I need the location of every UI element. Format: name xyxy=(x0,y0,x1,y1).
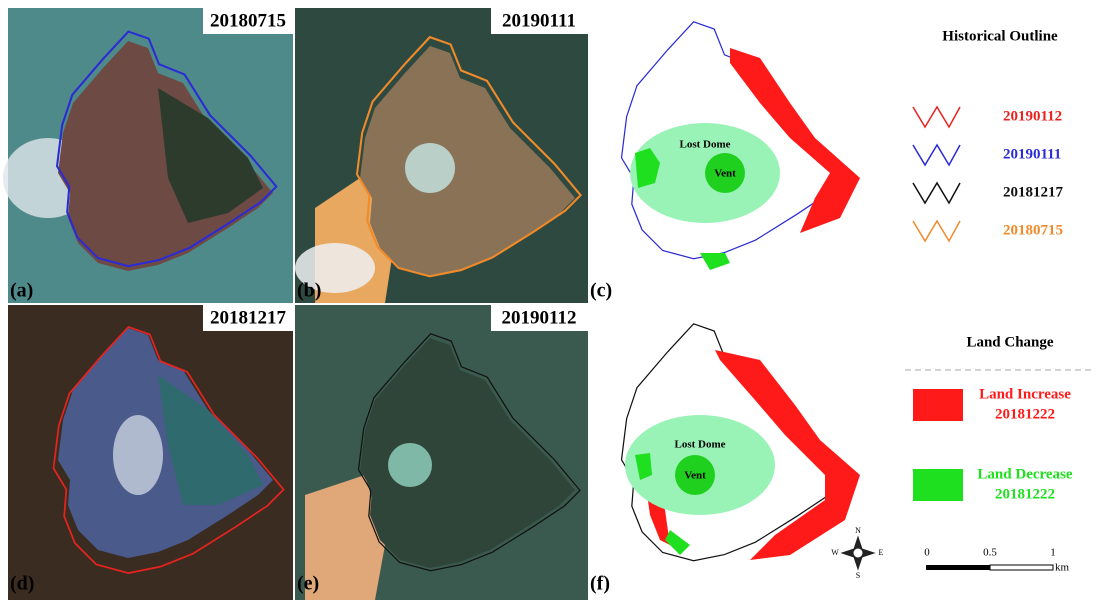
scale-tick: 0 xyxy=(924,547,930,559)
legend-label: 20190111 xyxy=(1003,146,1061,162)
panel-date: 20190112 xyxy=(502,307,577,328)
legend-label: 20180715 xyxy=(1003,222,1063,238)
compass-e: E xyxy=(879,548,884,557)
change-legend: Land Increase 20181222 Land Decrease 201812… xyxy=(913,386,1073,502)
legend-title: Historical Outline xyxy=(942,28,1058,44)
legend-title: Land Change xyxy=(966,334,1053,350)
legend-date: 20181222 xyxy=(995,486,1055,502)
panel-date: 20181217 xyxy=(210,307,287,328)
legend-line xyxy=(913,145,960,165)
scale-bar: 0 0.5 1 km xyxy=(924,547,1069,574)
panel-b: 20190111 (b) xyxy=(295,8,588,303)
compass-n: N xyxy=(855,526,861,535)
panel-label: (d) xyxy=(10,573,34,595)
vent-label: Vent xyxy=(714,168,736,180)
panel-date: 20190111 xyxy=(502,10,576,31)
panel-label: (f) xyxy=(590,573,610,595)
vent-label: Vent xyxy=(684,470,706,482)
outline-legend: 20190112 20190111 20181217 20180715 xyxy=(913,107,1064,241)
figure: 20180715 (a) 20190111 (b) Lost Dome Vent… xyxy=(0,0,1101,601)
scale-unit: km xyxy=(1055,562,1070,574)
panel-label: (c) xyxy=(590,280,612,302)
legend-line xyxy=(913,107,960,127)
legend-line xyxy=(913,183,960,203)
legend-swatch xyxy=(913,389,963,421)
legend-label: 20190112 xyxy=(1003,108,1062,124)
panel-c: Lost Dome Vent (c) xyxy=(590,22,860,302)
compass: N S E W xyxy=(831,526,883,580)
panel-date: 20180715 xyxy=(210,10,286,31)
panel-label: (b) xyxy=(297,280,321,302)
dome-label: Lost Dome xyxy=(679,139,730,151)
legend-date: 20181222 xyxy=(995,406,1055,422)
panel-e: 20190112 (e) xyxy=(295,305,588,600)
compass-w: W xyxy=(831,548,839,557)
panel-d: 20181217 (d) xyxy=(8,305,293,600)
panel-f: Lost Dome Vent (f) xyxy=(590,324,860,595)
panel-label: (a) xyxy=(10,280,33,302)
legend-label: 20181217 xyxy=(1003,184,1064,200)
legend-label: Land Increase xyxy=(979,386,1071,402)
legend-swatch xyxy=(913,469,963,501)
panel-a: 20180715 (a) xyxy=(3,8,293,303)
scale-tick: 1 xyxy=(1050,547,1056,559)
panel-label: (e) xyxy=(297,573,319,595)
dome-label: Lost Dome xyxy=(674,439,725,451)
compass-s: S xyxy=(856,571,860,580)
legend-line xyxy=(913,221,960,241)
legend-label: Land Decrease xyxy=(977,466,1072,482)
scale-tick: 0.5 xyxy=(983,547,997,559)
